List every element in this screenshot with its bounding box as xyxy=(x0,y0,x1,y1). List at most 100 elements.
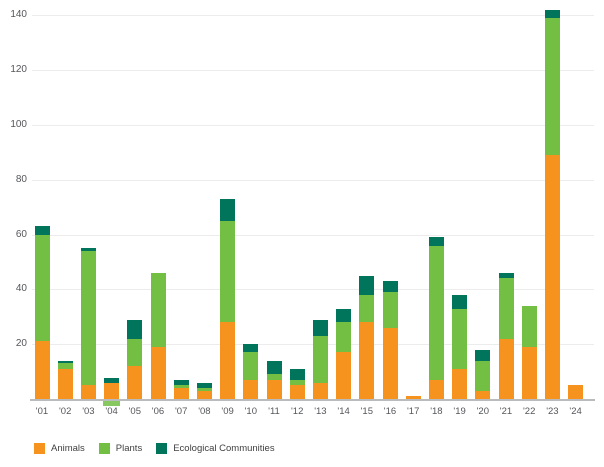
legend-item-plants: Plants xyxy=(98,443,143,454)
bar-21-animals-segment xyxy=(498,338,514,399)
bar-23-plants-segment xyxy=(544,18,560,156)
bar-09-ecological-communities-segment xyxy=(220,198,236,221)
bar-05-ecological-communities-segment xyxy=(127,319,143,339)
bar-01-ecological-communities-segment xyxy=(34,226,50,235)
y-axis-tick-label: 140 xyxy=(10,9,27,21)
bar-13-ecological-communities-segment xyxy=(312,319,328,336)
bar-11-plants-segment xyxy=(266,374,282,380)
bar-08-plants-segment xyxy=(196,388,212,391)
x-axis-tick-label: '18 xyxy=(430,406,443,417)
y-axis-tick-label: 120 xyxy=(10,64,27,76)
x-axis-tick-label: '08 xyxy=(198,406,211,417)
bar-21-plants-segment xyxy=(498,278,514,339)
bar-06-plants-segment xyxy=(150,272,166,347)
plants-legend-label: Plants xyxy=(115,443,143,454)
bar-19-plants-segment xyxy=(452,308,468,369)
bar-19-ecological-communities-segment xyxy=(452,294,468,309)
bar-07-animals-segment xyxy=(173,388,189,399)
bar-12-ecological-communities-segment xyxy=(289,368,305,380)
bar-22-plants-segment xyxy=(521,305,537,347)
bar-04-animals-segment xyxy=(104,382,120,399)
bar-22-animals-segment xyxy=(521,346,537,399)
x-axis-tick-label: '10 xyxy=(244,406,257,417)
x-axis-tick-label: '05 xyxy=(128,406,141,417)
gridline-120 xyxy=(32,70,594,72)
bar-08-animals-segment xyxy=(196,390,212,399)
gridline-140 xyxy=(32,15,594,17)
bar-09-animals-segment xyxy=(220,322,236,399)
bar-18-ecological-communities-segment xyxy=(428,237,444,246)
gridline-60 xyxy=(32,234,594,236)
x-axis-tick-label: '11 xyxy=(268,406,280,417)
y-axis-tick-label: 80 xyxy=(15,173,27,185)
bar-23-animals-segment xyxy=(544,155,560,399)
bar-15-ecological-communities-segment xyxy=(359,275,375,295)
y-axis-tick-label: 20 xyxy=(15,338,27,350)
x-axis-tick-label: '16 xyxy=(383,406,397,417)
bar-03-plants-segment xyxy=(80,251,96,386)
x-axis-tick-label: '01 xyxy=(35,406,49,417)
bar-12-animals-segment xyxy=(289,385,305,399)
bar-09-plants-segment xyxy=(220,220,236,323)
legend-item-ecological-communities: Ecological Communities xyxy=(156,443,275,454)
bar-10-animals-segment xyxy=(243,379,259,399)
bar-21-ecological-communities-segment xyxy=(498,272,514,279)
legend-item-animals: Animals xyxy=(34,443,85,454)
bar-12-plants-segment xyxy=(289,379,305,386)
x-axis-tick-label: '24 xyxy=(569,406,582,417)
bar-11-ecological-communities-segment xyxy=(266,360,282,375)
x-axis-tick-label: '02 xyxy=(58,406,72,417)
bar-20-ecological-communities-segment xyxy=(475,349,491,361)
bar-02-ecological-communities-segment xyxy=(57,360,73,364)
bar-01-animals-segment xyxy=(34,341,50,399)
bar-19-animals-segment xyxy=(452,368,468,399)
bar-07-ecological-communities-segment xyxy=(173,379,189,386)
bar-02-animals-segment xyxy=(57,368,73,399)
bar-16-animals-segment xyxy=(382,327,398,399)
x-axis-baseline xyxy=(30,399,595,401)
bar-10-plants-segment xyxy=(243,352,259,380)
bar-14-plants-segment xyxy=(336,322,352,353)
plants-legend-swatch xyxy=(98,443,110,454)
bar-16-plants-segment xyxy=(382,292,398,328)
bar-16-ecological-communities-segment xyxy=(382,281,398,293)
bar-13-plants-segment xyxy=(312,335,328,383)
x-axis-tick-label: '17 xyxy=(406,406,420,417)
bar-04-ecological-communities-segment xyxy=(104,378,120,383)
bar-01-plants-segment xyxy=(34,234,50,342)
x-axis-tick-label: '14 xyxy=(337,406,350,417)
x-axis-tick-label: '07 xyxy=(174,406,188,417)
gridline-40 xyxy=(32,289,594,291)
x-axis-tick-label: '21 xyxy=(499,406,513,417)
bar-15-plants-segment xyxy=(359,294,375,323)
x-axis-tick-label: '06 xyxy=(151,406,165,417)
ecological-communities-legend-swatch xyxy=(156,443,168,454)
bar-20-plants-segment xyxy=(475,360,491,391)
bar-20-animals-segment xyxy=(475,390,491,399)
bar-23-ecological-communities-segment xyxy=(544,9,560,19)
gridline-100 xyxy=(32,125,594,126)
x-axis-tick-label: '12 xyxy=(290,406,304,417)
x-axis-tick-label: '15 xyxy=(360,406,373,417)
x-axis-tick-label: '13 xyxy=(314,406,327,417)
y-axis-tick-label: 100 xyxy=(10,119,27,130)
animals-legend-label: Animals xyxy=(51,443,85,454)
x-axis-tick-label: '04 xyxy=(105,406,118,417)
bar-18-animals-segment xyxy=(428,379,444,399)
bar-03-ecological-communities-segment xyxy=(80,248,96,252)
gridline-80 xyxy=(32,179,594,181)
animals-legend-swatch xyxy=(34,443,45,454)
x-axis-tick-label: '20 xyxy=(476,406,489,417)
bar-05-animals-segment xyxy=(127,366,143,399)
bar-07-plants-segment xyxy=(173,385,189,389)
bar-06-animals-segment xyxy=(150,346,166,399)
bar-05-plants-segment xyxy=(127,338,143,367)
bar-13-animals-segment xyxy=(312,382,328,399)
x-axis-tick-label: '23 xyxy=(546,406,559,417)
bar-14-animals-segment xyxy=(336,352,352,399)
y-axis-tick-label: 40 xyxy=(15,283,27,295)
bar-15-animals-segment xyxy=(359,322,375,399)
bar-18-plants-segment xyxy=(428,245,444,380)
ecological-communities-legend-label: Ecological Communities xyxy=(173,443,275,454)
